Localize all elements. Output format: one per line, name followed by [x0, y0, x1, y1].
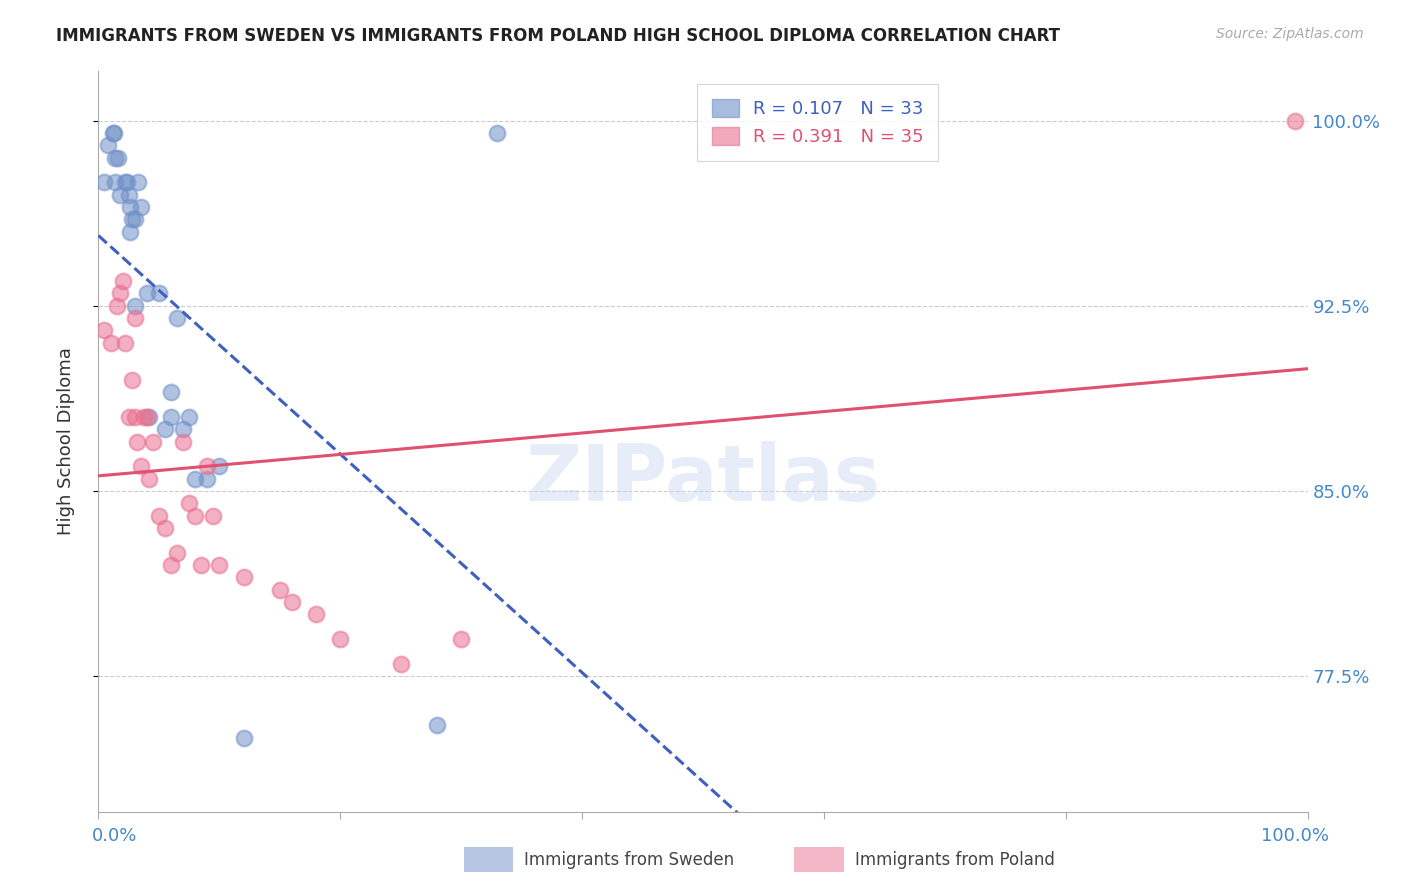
Point [114, 176, 136, 190]
Point [179, 496, 201, 510]
Point [100, 335, 122, 350]
Point [103, 126, 125, 140]
Text: Immigrants from Poland: Immigrants from Poland [855, 851, 1054, 869]
Point [1284, 113, 1306, 128]
Point [101, 126, 124, 140]
Point [135, 286, 157, 301]
Point [135, 409, 157, 424]
Point [107, 151, 129, 165]
Point [118, 187, 141, 202]
Point [232, 731, 254, 745]
Point [138, 472, 160, 486]
Point [426, 718, 449, 732]
Point [160, 385, 183, 400]
Point [148, 286, 170, 301]
Point [281, 595, 304, 609]
Point [269, 582, 291, 597]
Point [108, 286, 131, 301]
Point [118, 409, 141, 424]
Point [190, 558, 212, 572]
Point [202, 508, 225, 523]
Point [124, 311, 146, 326]
Point [105, 299, 128, 313]
Point [208, 558, 231, 572]
Point [121, 373, 143, 387]
Text: Immigrants from Sweden: Immigrants from Sweden [524, 851, 734, 869]
Point [124, 212, 146, 227]
Point [93, 176, 115, 190]
Point [104, 176, 127, 190]
Point [166, 311, 188, 326]
Point [142, 434, 165, 449]
Point [166, 546, 188, 560]
Legend: R = 0.107   N = 33, R = 0.391   N = 35: R = 0.107 N = 33, R = 0.391 N = 35 [697, 84, 938, 161]
Point [195, 459, 218, 474]
Point [195, 472, 218, 486]
Point [172, 434, 194, 449]
Point [450, 632, 472, 646]
Point [148, 508, 170, 523]
Point [184, 508, 207, 523]
Point [127, 176, 149, 190]
Point [138, 409, 160, 424]
Text: IMMIGRANTS FROM SWEDEN VS IMMIGRANTS FROM POLAND HIGH SCHOOL DIPLOMA CORRELATION: IMMIGRANTS FROM SWEDEN VS IMMIGRANTS FRO… [56, 27, 1060, 45]
Text: ZIPatlas: ZIPatlas [526, 441, 880, 516]
Point [153, 422, 176, 436]
Point [184, 472, 207, 486]
Point [129, 200, 152, 214]
Point [114, 335, 136, 350]
Point [486, 126, 509, 140]
Point [108, 187, 131, 202]
Point [93, 324, 115, 338]
Point [121, 212, 143, 227]
Point [172, 422, 194, 436]
Point [232, 570, 254, 584]
Text: Source: ZipAtlas.com: Source: ZipAtlas.com [1216, 27, 1364, 41]
Point [124, 409, 146, 424]
Point [134, 409, 156, 424]
Text: 100.0%: 100.0% [1261, 827, 1329, 845]
Point [118, 200, 141, 214]
Point [329, 632, 352, 646]
Point [124, 299, 146, 313]
Y-axis label: High School Diploma: High School Diploma [56, 348, 75, 535]
Point [127, 434, 149, 449]
Point [97, 138, 120, 153]
Point [129, 459, 152, 474]
Point [160, 409, 183, 424]
Point [305, 607, 328, 622]
Point [160, 558, 183, 572]
Point [389, 657, 412, 671]
Point [117, 176, 139, 190]
Point [104, 151, 127, 165]
Point [208, 459, 231, 474]
Point [179, 409, 201, 424]
Point [118, 225, 141, 239]
Point [111, 274, 134, 288]
Point [153, 521, 176, 535]
Text: 0.0%: 0.0% [91, 827, 136, 845]
